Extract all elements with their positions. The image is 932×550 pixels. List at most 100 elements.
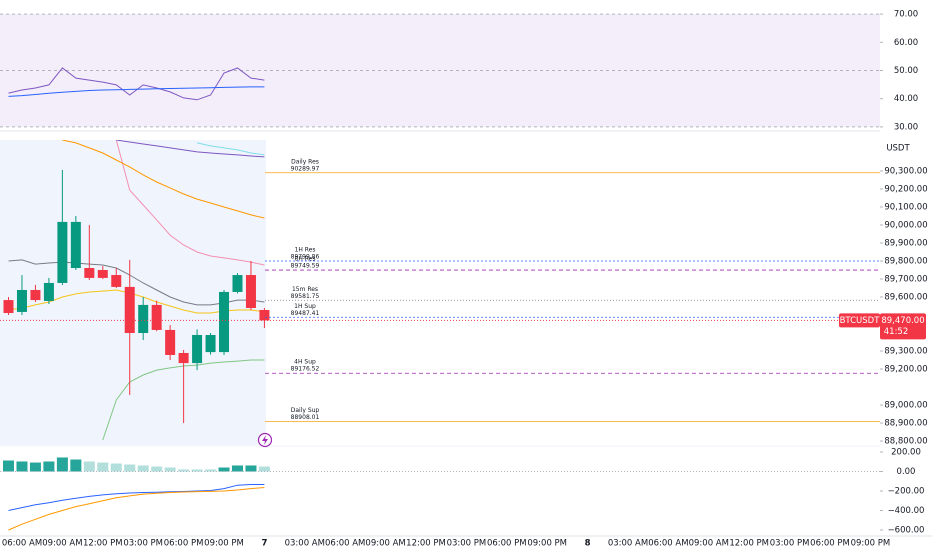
histogram-bar <box>124 464 136 472</box>
time-label: 03:00 AM <box>285 539 325 549</box>
level-value: 90289.97 <box>291 165 320 172</box>
price-tick-label: 90,300.00 <box>884 166 927 176</box>
histogram-bar <box>137 465 149 472</box>
last-price-label: 89,470.00 <box>881 316 924 326</box>
time-label: 12:00 PM <box>729 539 769 549</box>
histogram-bar <box>3 460 14 472</box>
time-label: 09:00 AM <box>689 539 729 549</box>
price-tick-label: 90,000.00 <box>884 220 927 230</box>
macd-tick-label: −600.00 <box>888 526 925 536</box>
indicator-line <box>8 484 265 511</box>
symbol-label: BTCUSDT <box>840 316 881 326</box>
time-label: 06:00 PM <box>487 539 527 549</box>
histogram-bar <box>191 469 203 472</box>
histogram-bar <box>56 457 68 472</box>
level-name: 1H Sup <box>294 303 316 310</box>
histogram-bar <box>231 465 243 472</box>
level-name: Daily Sup <box>291 407 320 414</box>
macd-tick-label: 200.00 <box>891 448 921 458</box>
level-name: 1H Res <box>295 247 316 254</box>
histogram-bar <box>258 466 270 472</box>
timer-label: 41:52 <box>884 327 909 337</box>
level-value: 89749.59 <box>291 263 320 270</box>
time-label: 7 <box>261 539 267 549</box>
time-label: 06:00 AM <box>325 539 365 549</box>
candle-body <box>70 221 81 269</box>
indicator-line <box>115 140 265 266</box>
level-name: 8H Res <box>295 256 316 263</box>
candle-body <box>16 289 27 312</box>
histogram-bar <box>178 469 190 472</box>
candle-body <box>138 304 149 334</box>
histogram-bar <box>245 465 257 472</box>
price-tick-label: 89,900.00 <box>884 238 927 248</box>
level-value: 88908.01 <box>291 414 320 421</box>
candle-body <box>245 275 256 308</box>
level-name: 15m Res <box>292 286 318 293</box>
histogram-bar <box>16 461 28 472</box>
price-tick-label: 90,100.00 <box>884 202 927 212</box>
candle-body <box>43 282 54 301</box>
price-tick-label: 89,200.00 <box>884 365 927 375</box>
macd-pane <box>3 457 270 531</box>
candle-body <box>259 309 270 321</box>
candle-body <box>111 275 122 287</box>
macd-tick-label: −200.00 <box>888 487 925 497</box>
indicator-line <box>116 140 265 158</box>
candle-body <box>124 286 135 334</box>
time-label: 03:00 PM <box>770 539 810 549</box>
candle-body <box>97 269 108 278</box>
histogram-bar <box>110 463 122 472</box>
rsi-tick-label: 40.00 <box>894 94 918 104</box>
price-tick-label: 89,800.00 <box>884 256 927 266</box>
time-label: 09:00 AM <box>42 539 82 549</box>
rsi-tick-label: 70.00 <box>894 10 918 20</box>
rsi-tick-label: 30.00 <box>894 122 918 132</box>
candle-body <box>178 352 189 364</box>
time-label: 03:00 PM <box>123 539 163 549</box>
candle-body <box>84 268 95 278</box>
price-tick-label: 90,200.00 <box>884 184 927 194</box>
histogram-bar <box>164 467 176 472</box>
histogram-bar <box>29 462 41 472</box>
candle-body <box>192 334 203 364</box>
price-tick-label: 89,700.00 <box>884 274 927 284</box>
rsi-tick-label: 50.00 <box>894 66 918 76</box>
histogram-bar <box>218 467 230 472</box>
histogram-bar <box>97 462 109 472</box>
time-label: 12:00 PM <box>83 539 123 549</box>
macd-tick-label: 0.00 <box>897 467 916 477</box>
histogram-bar <box>151 466 163 472</box>
time-label: 06:00 AM <box>2 539 42 549</box>
level-value: 89799.86 <box>291 254 320 261</box>
alert-icon-bolt <box>262 435 268 445</box>
level-name: 4H Sup <box>294 359 316 366</box>
indicator-line <box>8 86 265 97</box>
indicator-line <box>8 487 265 531</box>
currency-label: USDT <box>886 144 910 154</box>
candle-body <box>3 300 14 314</box>
indicator-line <box>62 140 265 219</box>
candle-body <box>57 221 68 283</box>
candle-body <box>151 304 162 330</box>
time-label: 06:00 PM <box>164 539 204 549</box>
candle-body <box>205 334 216 353</box>
time-label: 09:00 AM <box>365 539 405 549</box>
indicator-line <box>196 142 265 156</box>
price-tick-label: 88,800.00 <box>884 437 927 447</box>
time-label: 8 <box>585 539 591 549</box>
level-value: 89487.41 <box>291 310 320 317</box>
price-tag <box>880 313 926 340</box>
time-label: 09:00 PM <box>851 539 891 549</box>
histogram-bar <box>83 461 95 472</box>
time-label: 09:00 PM <box>527 539 567 549</box>
candle-body <box>30 289 41 301</box>
price-tick-label: 89,000.00 <box>884 401 927 411</box>
time-label: 12:00 PM <box>406 539 446 549</box>
price-tick-label: 89,300.00 <box>884 347 927 357</box>
price-pane <box>3 140 270 441</box>
level-value: 89176.52 <box>291 366 320 373</box>
price-tick-label: 88,900.00 <box>884 419 927 429</box>
